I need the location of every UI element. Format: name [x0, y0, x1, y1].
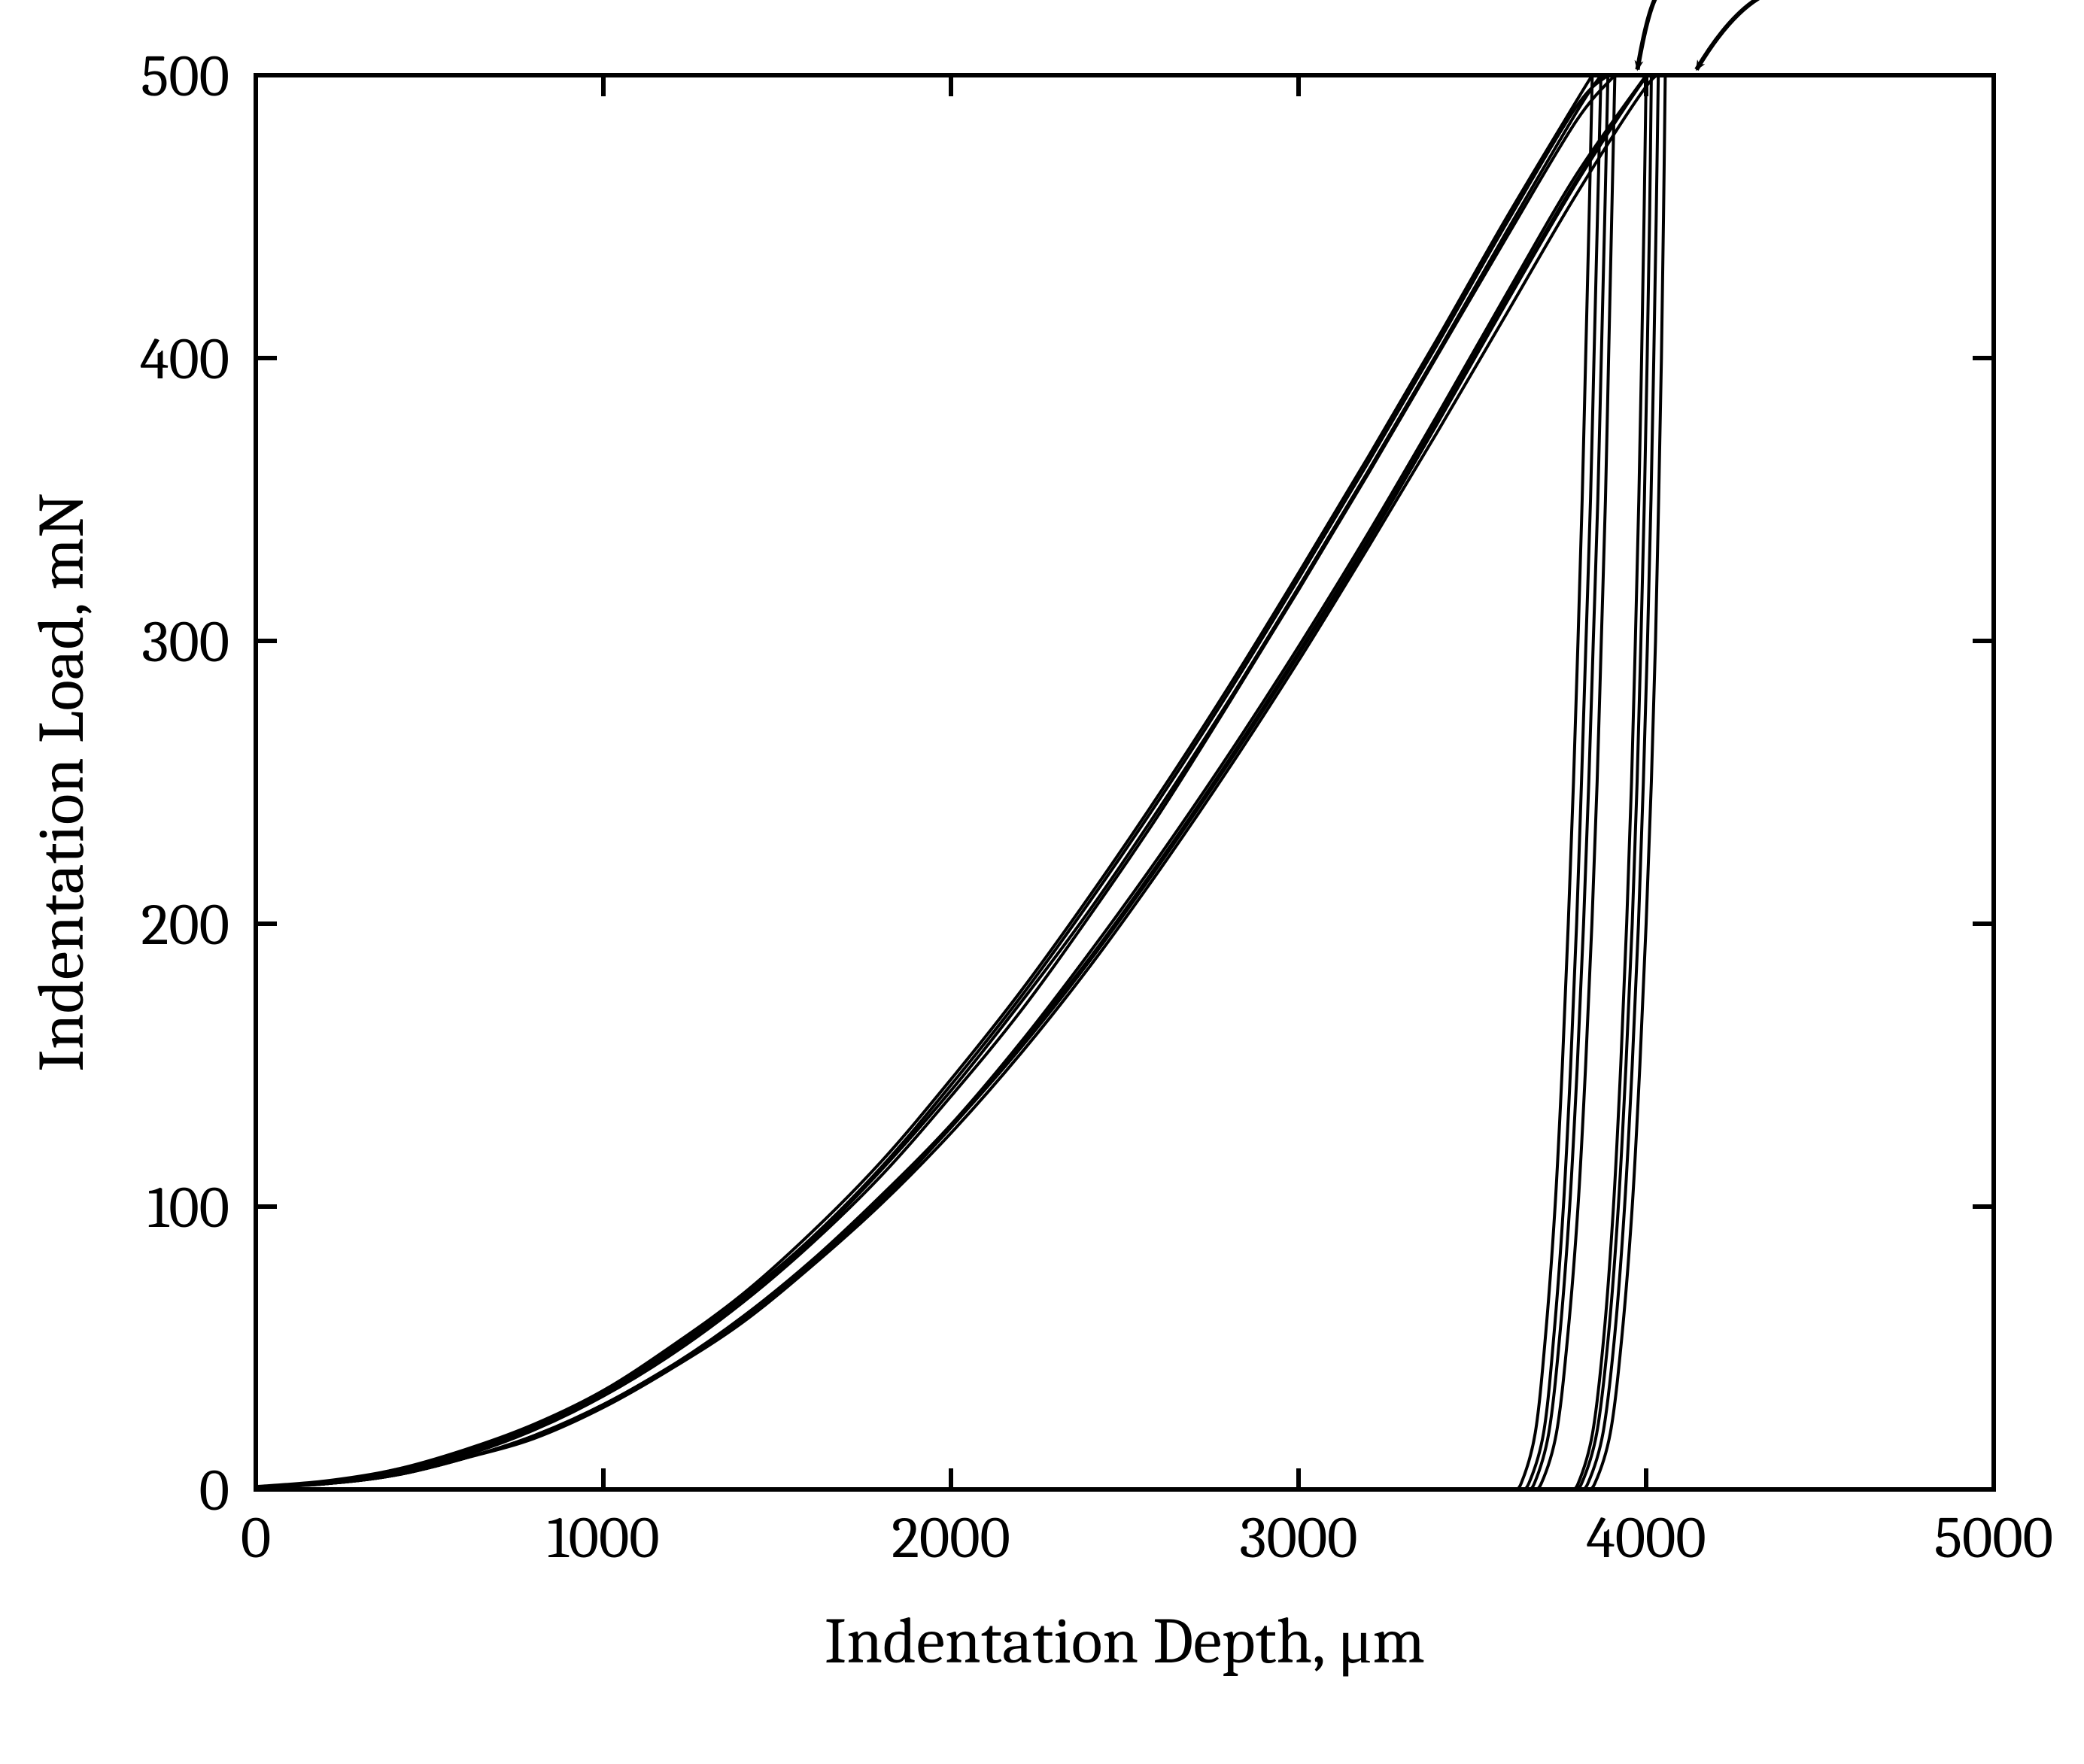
- y-tick-label: 0: [199, 1457, 229, 1525]
- y-tick-label: 500: [141, 43, 229, 111]
- chart-container: 0 1000 2000 3000 4000 5000 0 100 200 300 400 500 Ind…: [0, 0, 2084, 1764]
- x-tick-label: 1000: [547, 1504, 659, 1572]
- x-tick-label: 0: [241, 1504, 271, 1572]
- indentation-chart: 0 1000 2000 3000 4000 5000 0 100 200 300 400 500 Ind…: [0, 0, 2084, 1764]
- x-tick-label: 3000: [1240, 1504, 1358, 1572]
- x-axis-label: Indentation Depth, μm: [825, 1605, 1425, 1679]
- y-tick-label: 300: [141, 609, 229, 676]
- y-tick-label: 100: [147, 1174, 229, 1242]
- y-tick-label: 200: [141, 891, 229, 959]
- y-tick-label: 400: [140, 326, 229, 393]
- x-tick-label: 5000: [1934, 1504, 2053, 1572]
- x-tick-label: 2000: [892, 1504, 1010, 1572]
- x-tick-label: 4000: [1586, 1504, 1706, 1572]
- y-axis-label: Indentation Load, mN: [25, 493, 99, 1071]
